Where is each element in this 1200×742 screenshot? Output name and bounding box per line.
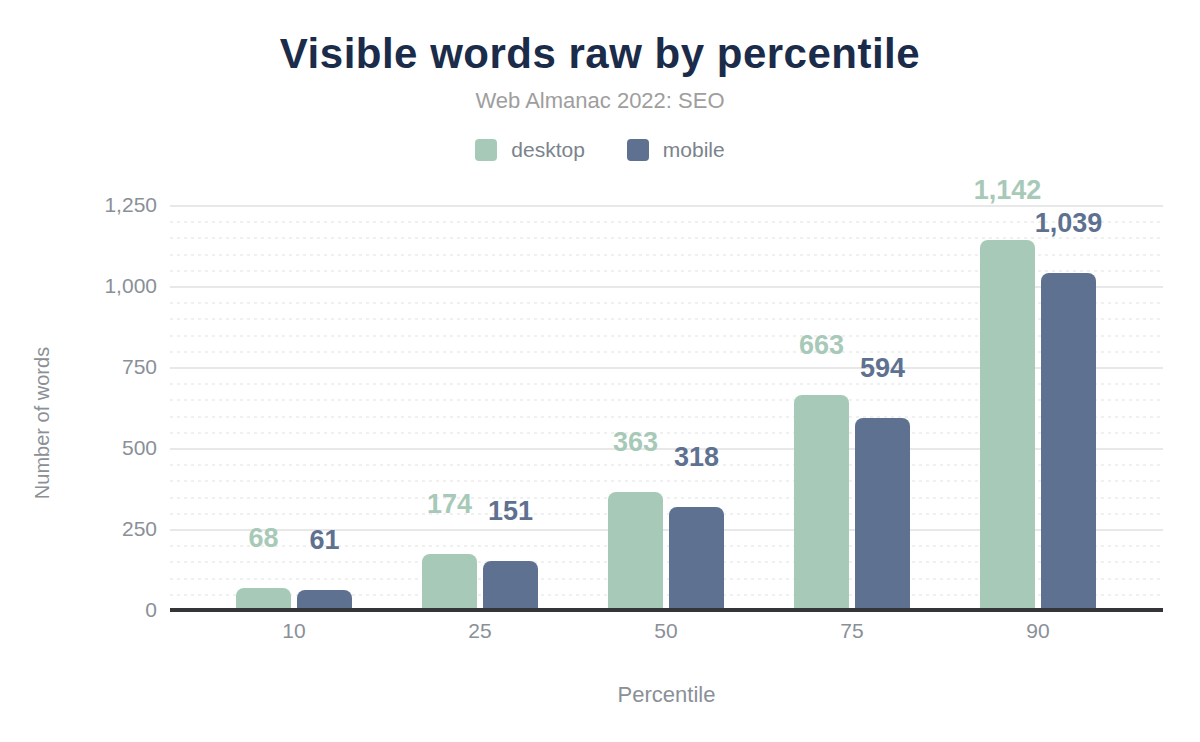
bar-desktop-p25[interactable] [422,554,477,610]
x-axis-line [170,608,1163,612]
value-label-mobile-p50: 318 [632,443,762,471]
y-tick-label: 750 [47,356,157,378]
x-tick-label: 90 [978,620,1098,642]
x-tick-label: 10 [234,620,354,642]
y-axis-title: Number of words [27,408,57,438]
value-label-mobile-p25: 151 [446,497,576,525]
value-label-desktop-p90: 1,142 [943,176,1073,204]
y-tick-label: 1,000 [47,275,157,297]
y-tick-label: 250 [47,518,157,540]
y-tick-label: 0 [47,599,157,621]
bar-desktop-p10[interactable] [236,588,291,610]
bar-mobile-p25[interactable] [483,561,538,610]
value-label-mobile-p90: 1,039 [1004,209,1134,237]
bar-desktop-p50[interactable] [608,492,663,610]
gridline-major [170,205,1163,207]
bar-mobile-p90[interactable] [1041,273,1096,610]
y-tick-label: 500 [47,437,157,459]
value-label-mobile-p75: 594 [818,354,948,382]
value-label-mobile-p10: 61 [260,526,390,554]
x-tick-label: 50 [606,620,726,642]
bar-mobile-p50[interactable] [669,507,724,610]
plot-area: 02505007501,0001,250681743636631,1426115… [0,0,1200,742]
bar-desktop-p90[interactable] [980,240,1035,610]
bar-chart: Visible words raw by percentile Web Alma… [0,0,1200,742]
x-tick-label: 25 [420,620,540,642]
bar-mobile-p10[interactable] [297,590,352,610]
bar-mobile-p75[interactable] [855,418,910,610]
y-tick-label: 1,250 [47,194,157,216]
x-axis-title: Percentile [170,682,1163,708]
gridline-minor [170,237,1163,239]
bar-desktop-p75[interactable] [794,395,849,610]
x-tick-label: 75 [792,620,912,642]
